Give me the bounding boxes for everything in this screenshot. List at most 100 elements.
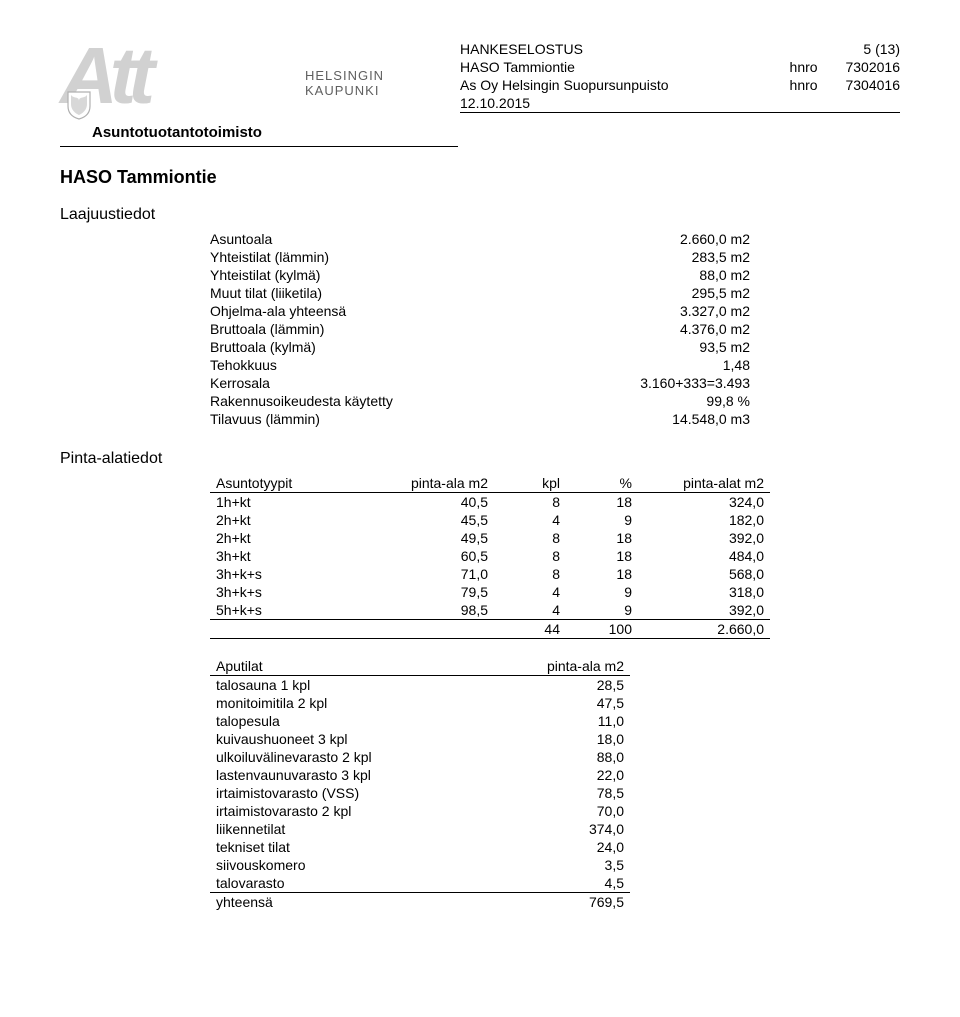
totals-percent: 100 xyxy=(566,620,638,639)
aux-name: lastenvaunuvarasto 3 kpl xyxy=(210,766,502,784)
aux-name: talosauna 1 kpl xyxy=(210,676,502,695)
table-row: liikennetilat374,0 xyxy=(210,820,630,838)
page-header: Att HELSINGIN KAUPUNKI Asuntotuotantotoi… xyxy=(60,40,900,150)
cell: 568,0 xyxy=(638,565,770,583)
cell: 79,5 xyxy=(372,583,494,601)
cell: 4 xyxy=(494,511,566,529)
aux-total-value: 769,5 xyxy=(502,893,630,912)
cell: 8 xyxy=(494,493,566,512)
logo-block: Att HELSINGIN KAUPUNKI Asuntotuotantotoi… xyxy=(60,40,460,150)
table-row: ulkoiluvälinevarasto 2 kpl88,0 xyxy=(210,748,630,766)
cell: 3h+k+s xyxy=(210,565,372,583)
cell: 392,0 xyxy=(638,601,770,620)
table-row: talosauna 1 kpl28,5 xyxy=(210,676,630,695)
page-number: 5 (13) xyxy=(818,40,900,58)
extent-value: 295,5 m2 xyxy=(612,284,750,302)
extent-value: 283,5 m2 xyxy=(612,248,750,266)
extent-key: Muut tilat (liiketila) xyxy=(210,284,612,302)
col-type: Asuntotyypit xyxy=(210,474,372,493)
aux-name: kuivaushuoneet 3 kpl xyxy=(210,730,502,748)
aux-value: 3,5 xyxy=(502,856,630,874)
aux-col-name: Aputilat xyxy=(210,657,502,676)
extent-value: 99,8 % xyxy=(612,392,750,410)
table-row: 3h+kt60,5818484,0 xyxy=(210,547,770,565)
aux-value: 4,5 xyxy=(502,874,630,893)
aux-value: 24,0 xyxy=(502,838,630,856)
table-row: 1h+kt40,5818324,0 xyxy=(210,493,770,512)
totals-count: 44 xyxy=(494,620,566,639)
extent-value: 3.160+333=3.493 xyxy=(612,374,750,392)
cell: 8 xyxy=(494,547,566,565)
totals-area: 2.660,0 xyxy=(638,620,770,639)
meta-row-tag: hnro xyxy=(775,58,817,76)
extent-heading: Laajuustiedot xyxy=(60,206,900,224)
cell: 9 xyxy=(566,511,638,529)
extent-table: Asuntoala2.660,0 m2Yhteistilat (lämmin)2… xyxy=(210,230,750,428)
cell: 18 xyxy=(566,547,638,565)
cell: 182,0 xyxy=(638,511,770,529)
table-row: talovarasto4,5 xyxy=(210,874,630,893)
office-name: Asuntotuotantotoimisto xyxy=(92,124,262,141)
aux-name: liikennetilat xyxy=(210,820,502,838)
table-row: irtaimistovarasto 2 kpl70,0 xyxy=(210,802,630,820)
aux-value: 47,5 xyxy=(502,694,630,712)
aux-name: tekniset tilat xyxy=(210,838,502,856)
aux-value: 22,0 xyxy=(502,766,630,784)
extent-value: 1,48 xyxy=(612,356,750,374)
aux-name: siivouskomero xyxy=(210,856,502,874)
table-row: 3h+k+s79,549318,0 xyxy=(210,583,770,601)
meta-row-tag: hnro xyxy=(775,76,817,94)
aux-name: ulkoiluvälinevarasto 2 kpl xyxy=(210,748,502,766)
table-row: monitoimitila 2 kpl47,5 xyxy=(210,694,630,712)
cell: 2h+kt xyxy=(210,511,372,529)
cell: 484,0 xyxy=(638,547,770,565)
cell: 4 xyxy=(494,601,566,620)
cell: 98,5 xyxy=(372,601,494,620)
areas-heading: Pinta-alatiedot xyxy=(60,450,900,468)
aux-value: 88,0 xyxy=(502,748,630,766)
cell: 392,0 xyxy=(638,529,770,547)
doc-meta: HANKESELOSTUS 5 (13) HASO Tammiontie hnr… xyxy=(460,40,900,113)
cell: 318,0 xyxy=(638,583,770,601)
aux-value: 70,0 xyxy=(502,802,630,820)
cell: 4 xyxy=(494,583,566,601)
table-row: kuivaushuoneet 3 kpl18,0 xyxy=(210,730,630,748)
table-row: 3h+k+s71,0818568,0 xyxy=(210,565,770,583)
cell: 45,5 xyxy=(372,511,494,529)
extent-key: Rakennusoikeudesta käytetty xyxy=(210,392,612,410)
extent-value: 93,5 m2 xyxy=(612,338,750,356)
extent-value: 3.327,0 m2 xyxy=(612,302,750,320)
aux-col-area: pinta-ala m2 xyxy=(502,657,630,676)
table-row: siivouskomero3,5 xyxy=(210,856,630,874)
city-crest-icon xyxy=(66,90,92,120)
aux-name: monitoimitila 2 kpl xyxy=(210,694,502,712)
cell: 9 xyxy=(566,601,638,620)
col-total-area: pinta-alat m2 xyxy=(638,474,770,493)
table-row: irtaimistovarasto (VSS)78,5 xyxy=(210,784,630,802)
extent-value: 14.548,0 m3 xyxy=(612,410,750,428)
cell: 5h+k+s xyxy=(210,601,372,620)
aux-name: talovarasto xyxy=(210,874,502,893)
cell: 49,5 xyxy=(372,529,494,547)
cell: 3h+k+s xyxy=(210,583,372,601)
table-row: 5h+k+s98,549392,0 xyxy=(210,601,770,620)
cell: 8 xyxy=(494,565,566,583)
doc-title: HANKESELOSTUS xyxy=(460,40,775,58)
aux-value: 11,0 xyxy=(502,712,630,730)
extent-key: Yhteistilat (lämmin) xyxy=(210,248,612,266)
cell: 3h+kt xyxy=(210,547,372,565)
cell: 8 xyxy=(494,529,566,547)
extent-value: 4.376,0 m2 xyxy=(612,320,750,338)
cell: 60,5 xyxy=(372,547,494,565)
aux-name: irtaimistovarasto 2 kpl xyxy=(210,802,502,820)
cell: 18 xyxy=(566,529,638,547)
cell: 324,0 xyxy=(638,493,770,512)
aux-value: 374,0 xyxy=(502,820,630,838)
extent-key: Bruttoala (kylmä) xyxy=(210,338,612,356)
aux-name: irtaimistovarasto (VSS) xyxy=(210,784,502,802)
col-area: pinta-ala m2 xyxy=(372,474,494,493)
cell: 18 xyxy=(566,565,638,583)
aux-value: 28,5 xyxy=(502,676,630,695)
meta-row-num: 7304016 xyxy=(818,76,900,94)
table-row: lastenvaunuvarasto 3 kpl22,0 xyxy=(210,766,630,784)
